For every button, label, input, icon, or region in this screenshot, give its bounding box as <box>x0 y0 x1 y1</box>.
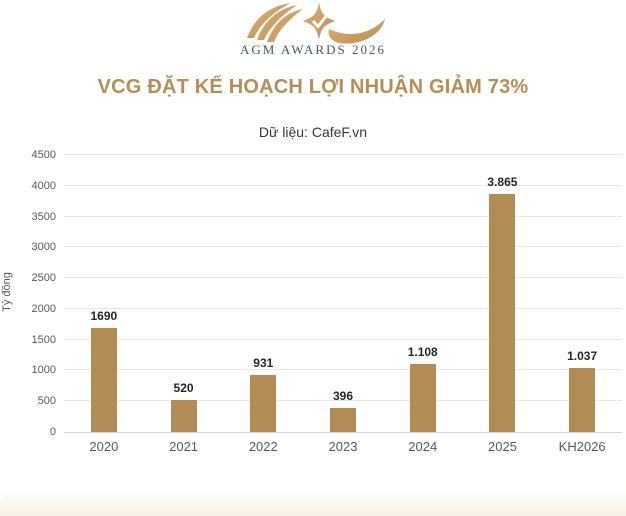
y-tick-label: 500 <box>37 395 56 408</box>
y-tick-label: 1000 <box>31 364 56 377</box>
y-axis-ticks: 0 500 1000 1500 2000 2500 3000 3500 4000 4500 <box>0 0 56 516</box>
gridline <box>64 307 622 309</box>
x-axis-label: 2024 <box>408 439 438 454</box>
y-tick-label: 1500 <box>31 333 56 346</box>
y-tick-label: 3500 <box>31 210 56 223</box>
bar-value-label: 3.865 <box>487 175 518 189</box>
agm-awards-swoosh-icon <box>247 2 385 44</box>
gridline <box>64 246 622 248</box>
bar-2025 <box>489 194 516 432</box>
gridline <box>64 184 622 186</box>
plot-area: 1690 520 931 396 1.108 3.865 1.037 <box>64 154 622 433</box>
gridline <box>64 215 622 217</box>
gridline <box>64 338 622 340</box>
bar-2021 <box>170 400 197 432</box>
y-tick-label: 2000 <box>31 302 56 315</box>
bar-value-label: 1690 <box>90 309 118 323</box>
agm-awards-logo: AGM AWARDS 2026 <box>0 2 626 58</box>
chart-title: VCG ĐẶT KẾ HOẠCH LỢI NHUẬN GIẢM 73% <box>97 76 529 98</box>
y-tick-label: 3000 <box>31 241 56 254</box>
agm-awards-logo-text: AGM AWARDS 2026 <box>240 42 386 57</box>
bar-2022 <box>250 375 277 432</box>
bar-value-label: 396 <box>332 389 354 403</box>
x-axis-label: 2022 <box>248 439 278 454</box>
bar-value-label: 1.108 <box>407 345 438 359</box>
bottom-gradient <box>0 490 626 516</box>
x-axis-labels: 2020 2021 2022 2023 2024 2025 KH2026 <box>64 439 622 454</box>
bar-value-label: 520 <box>173 381 194 395</box>
bar-2023 <box>330 408 356 432</box>
bar-value-label: 931 <box>253 356 274 370</box>
gridline <box>64 277 622 279</box>
bar-KH2026 <box>569 368 596 432</box>
chart-subtitle: Dữ liệu: CafeF.vn <box>258 124 368 140</box>
bar-2024 <box>409 364 436 432</box>
x-axis-label: 2020 <box>89 439 119 454</box>
x-axis-label: 2025 <box>487 439 517 454</box>
x-axis-label: 2021 <box>169 439 199 454</box>
x-axis-label: 2023 <box>328 439 358 454</box>
y-tick-label: 0 <box>49 426 56 438</box>
gridline <box>64 400 622 402</box>
gridline <box>64 369 622 371</box>
y-tick-label: 4000 <box>31 179 56 192</box>
y-tick-label: 4500 <box>31 149 56 161</box>
y-tick-label: 2500 <box>31 272 56 285</box>
bar-value-label: 1.037 <box>567 349 598 363</box>
gridline <box>64 154 622 155</box>
x-axis-label: KH2026 <box>558 439 606 454</box>
bar-2020 <box>90 328 117 432</box>
